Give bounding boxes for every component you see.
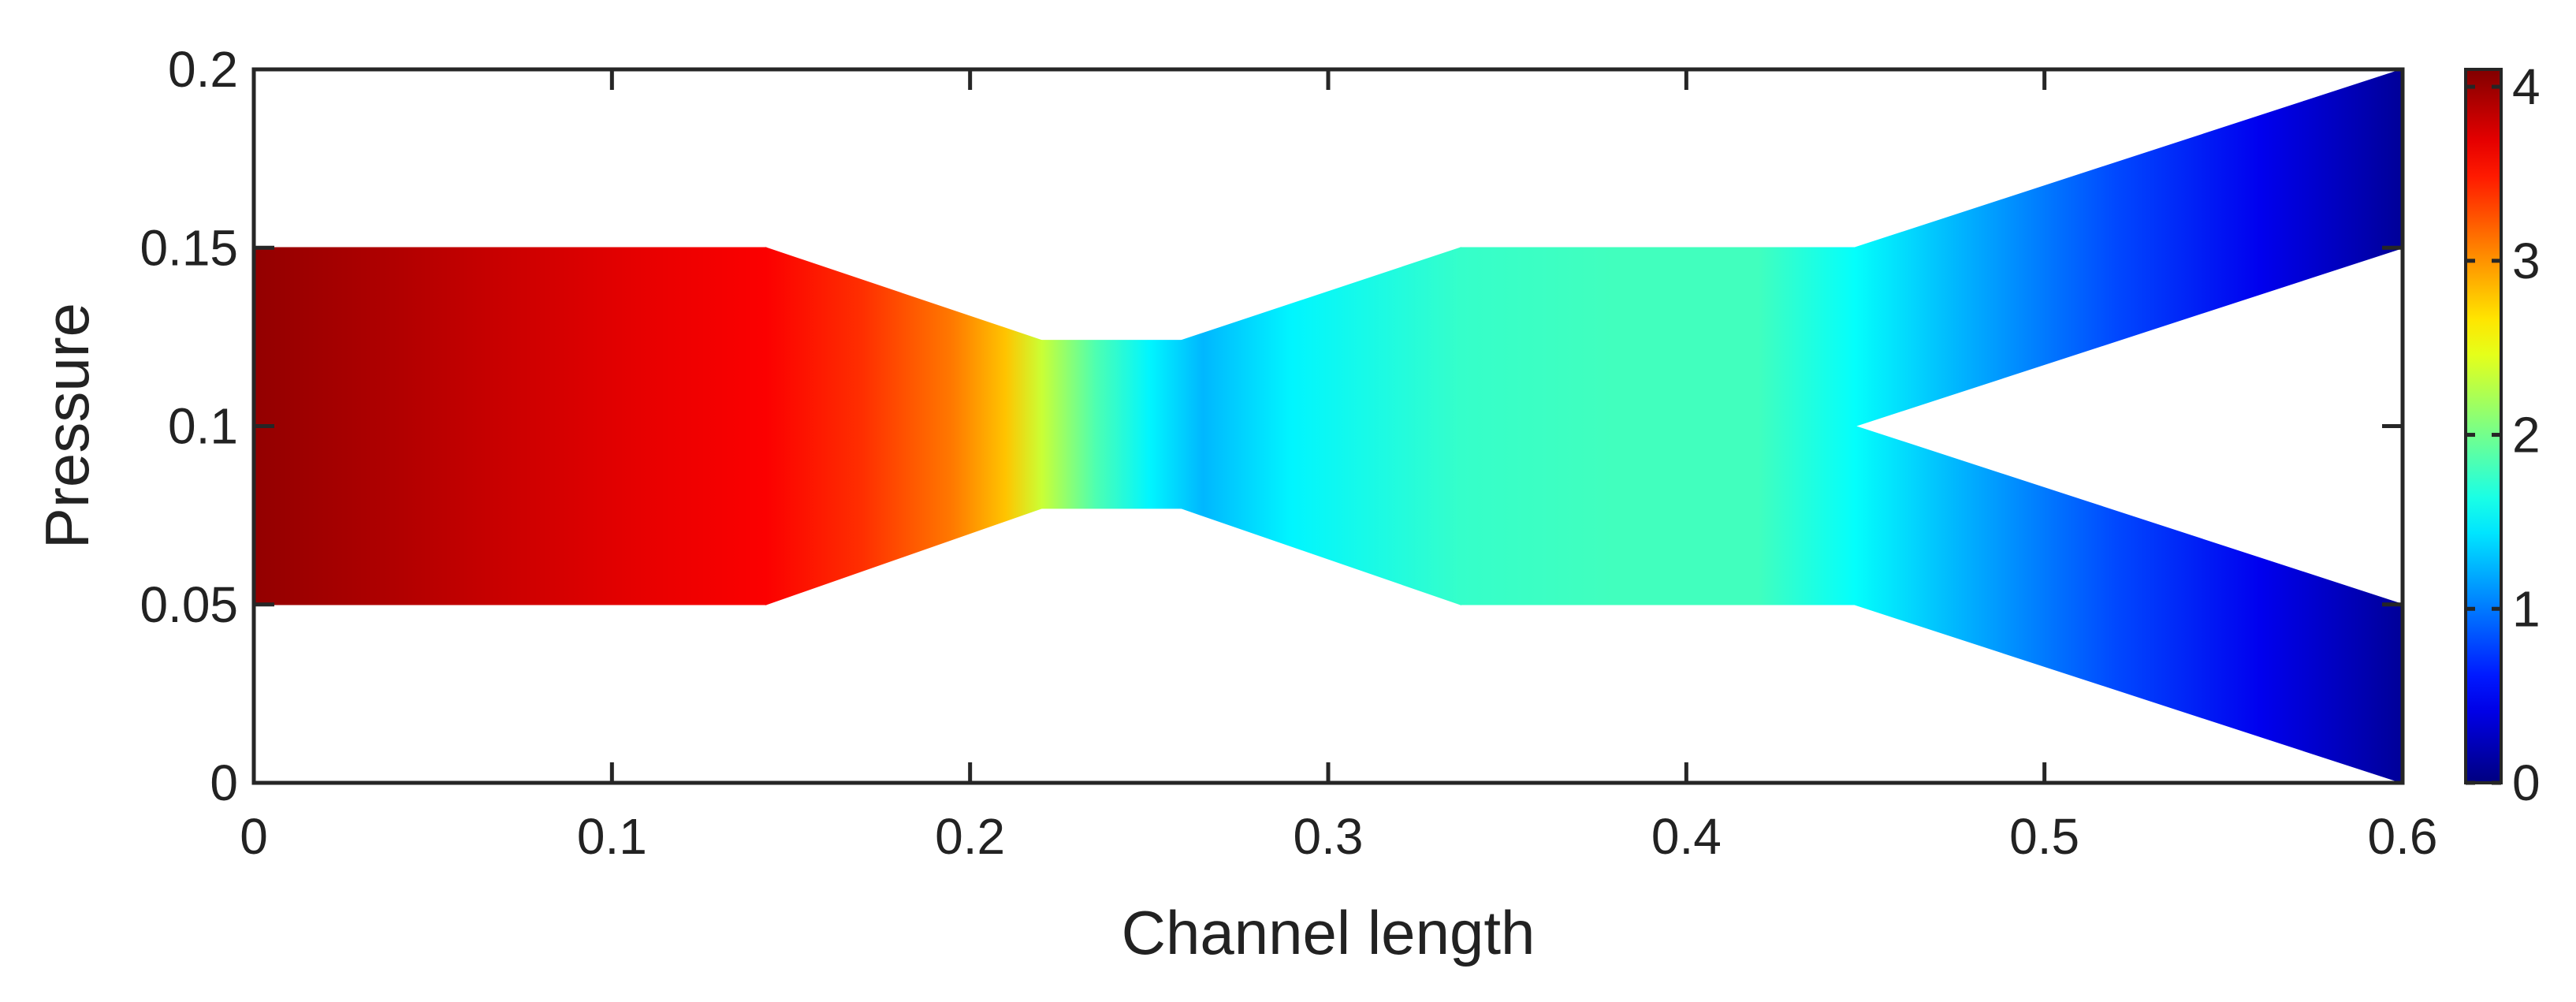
x-tick-label: 0.6	[2368, 808, 2438, 865]
channel-throat	[1040, 340, 1182, 509]
y-tick-label: 0.15	[140, 219, 238, 276]
y-tick-label: 0.05	[140, 576, 238, 633]
x-axis-label: Channel length	[1122, 898, 1536, 967]
x-tick-label: 0	[240, 808, 268, 865]
x-tick-label: 0.1	[577, 808, 647, 865]
x-tick-label: 0.2	[935, 808, 1005, 865]
colorbar-tick-label: 4	[2512, 58, 2541, 115]
y-axis-label: Pressure	[32, 303, 102, 549]
plot-area: 0 0.1 0.2 0.3 0.4 0.5 0.6 0 0.05 0.1 0.15 0.2	[140, 41, 2437, 865]
y-axis-ticks: 0 0.05 0.1 0.15 0.2	[140, 41, 2403, 811]
colorbar-ticks: 0 1 2 3 4	[2466, 58, 2541, 811]
y-tick-label: 0.1	[168, 398, 238, 455]
channel-chamber	[1460, 247, 1856, 605]
colorbar-tick-label: 1	[2512, 580, 2541, 637]
x-tick-label: 0.3	[1294, 808, 1364, 865]
colorbar-fill	[2466, 69, 2501, 783]
y-tick-label: 0	[210, 754, 238, 811]
x-tick-label: 0.4	[1651, 808, 1722, 865]
channel-upper-branch	[1854, 68, 2403, 427]
channel-inlet	[253, 247, 767, 605]
channel-contraction	[765, 247, 1043, 605]
y-tick-label: 0.2	[168, 41, 238, 98]
x-axis-ticks: 0 0.1 0.2 0.3 0.4 0.5 0.6	[240, 69, 2437, 865]
channel-lower-branch	[1854, 425, 2403, 784]
colorbar-tick-label: 0	[2512, 754, 2541, 811]
channel-domain	[253, 68, 2403, 784]
colorbar-frame	[2464, 68, 2503, 784]
x-tick-label: 0.5	[2009, 808, 2079, 865]
colorbar: 0 1 2 3 4	[2464, 58, 2541, 811]
colorbar-tick-label: 3	[2512, 233, 2541, 289]
channel-diffuser	[1180, 247, 1461, 605]
colorbar-tick-label: 2	[2512, 407, 2541, 464]
